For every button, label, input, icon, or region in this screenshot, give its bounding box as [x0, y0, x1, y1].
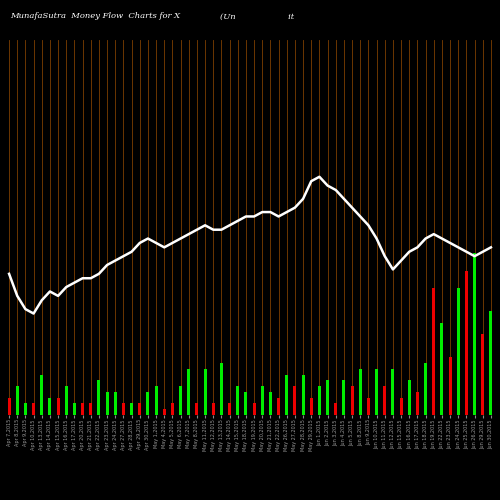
Bar — [326, 380, 329, 415]
Bar — [32, 404, 35, 415]
Bar — [302, 374, 304, 415]
Bar — [138, 404, 141, 415]
Bar — [154, 386, 158, 415]
Bar — [98, 380, 100, 415]
Bar — [260, 386, 264, 415]
Bar — [114, 392, 117, 415]
Bar — [162, 409, 166, 415]
Bar — [40, 374, 43, 415]
Text: (Un                    it: (Un it — [220, 12, 294, 20]
Bar — [196, 404, 198, 415]
Bar — [236, 386, 240, 415]
Bar — [122, 404, 125, 415]
Bar — [367, 398, 370, 415]
Bar — [498, 369, 500, 415]
Bar — [334, 404, 338, 415]
Bar — [432, 288, 436, 415]
Bar — [73, 404, 76, 415]
Bar — [294, 386, 296, 415]
Bar — [310, 398, 313, 415]
Bar — [187, 369, 190, 415]
Bar — [146, 392, 150, 415]
Bar — [440, 322, 444, 415]
Bar — [56, 398, 59, 415]
Bar — [375, 369, 378, 415]
Bar — [465, 271, 468, 415]
Bar — [481, 334, 484, 415]
Bar — [350, 386, 354, 415]
Bar — [277, 398, 280, 415]
Bar — [358, 369, 362, 415]
Bar — [285, 374, 288, 415]
Bar — [424, 363, 427, 415]
Bar — [392, 369, 394, 415]
Bar — [220, 363, 223, 415]
Text: MunafaSutra  Money Flow  Charts for X: MunafaSutra Money Flow Charts for X — [10, 12, 180, 20]
Bar — [64, 386, 68, 415]
Bar — [81, 404, 84, 415]
Bar — [228, 404, 231, 415]
Bar — [212, 404, 215, 415]
Bar — [473, 254, 476, 415]
Bar — [89, 404, 92, 415]
Bar — [342, 380, 345, 415]
Bar — [16, 386, 19, 415]
Bar — [130, 404, 133, 415]
Bar — [171, 404, 174, 415]
Bar — [252, 404, 256, 415]
Bar — [244, 392, 248, 415]
Bar — [400, 398, 402, 415]
Bar — [106, 392, 108, 415]
Bar — [48, 398, 51, 415]
Bar — [179, 386, 182, 415]
Bar — [318, 386, 321, 415]
Bar — [448, 358, 452, 415]
Bar — [456, 288, 460, 415]
Bar — [408, 380, 411, 415]
Bar — [8, 398, 10, 415]
Bar — [24, 404, 27, 415]
Bar — [269, 392, 272, 415]
Bar — [383, 386, 386, 415]
Bar — [204, 369, 206, 415]
Bar — [490, 311, 492, 415]
Bar — [416, 392, 419, 415]
